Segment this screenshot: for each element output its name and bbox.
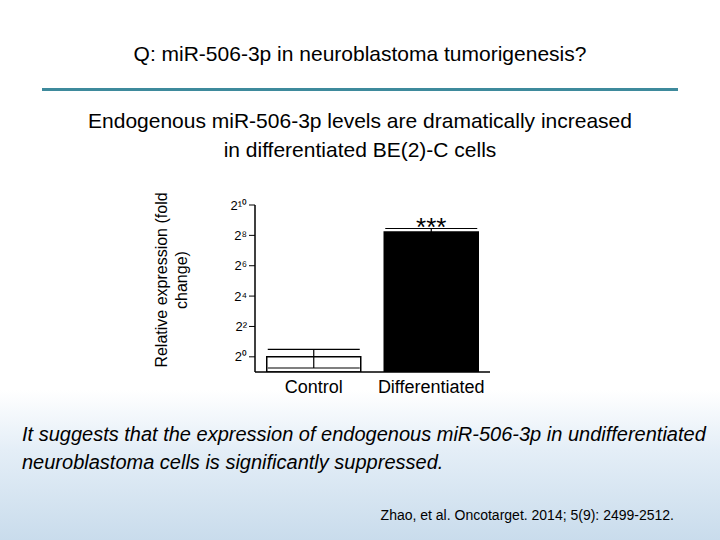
svg-text:Control: Control <box>285 377 343 397</box>
svg-text:2⁰: 2⁰ <box>235 349 247 364</box>
svg-text:2⁴: 2⁴ <box>234 289 247 304</box>
html-text:It suggests that the expressio: It suggests that the expression of endog… <box>22 423 706 473</box>
svg-text:2⁸: 2⁸ <box>234 228 247 243</box>
svg-text:2¹⁰: 2¹⁰ <box>230 198 247 213</box>
html-text:Zhao, et al. Oncotarget. 2014;: Zhao, et al. Oncotarget. 2014; 5(9): 249… <box>380 507 674 523</box>
html-text:Relative expression (fold chan: Relative expression (fold change) <box>153 192 190 368</box>
html-text:Q: miR-506-3p in neuroblastoma: Q: miR-506-3p in neuroblastoma tumorigen… <box>133 42 587 65</box>
html-text:Endogenous miR-506-3p levels a: Endogenous miR-506-3p levels are dramati… <box>88 109 632 161</box>
svg-text:***: *** <box>416 212 446 242</box>
svg-text:2²: 2² <box>235 319 247 334</box>
svg-text:2⁶: 2⁶ <box>234 258 247 273</box>
svg-text:Differentiated: Differentiated <box>378 377 485 397</box>
